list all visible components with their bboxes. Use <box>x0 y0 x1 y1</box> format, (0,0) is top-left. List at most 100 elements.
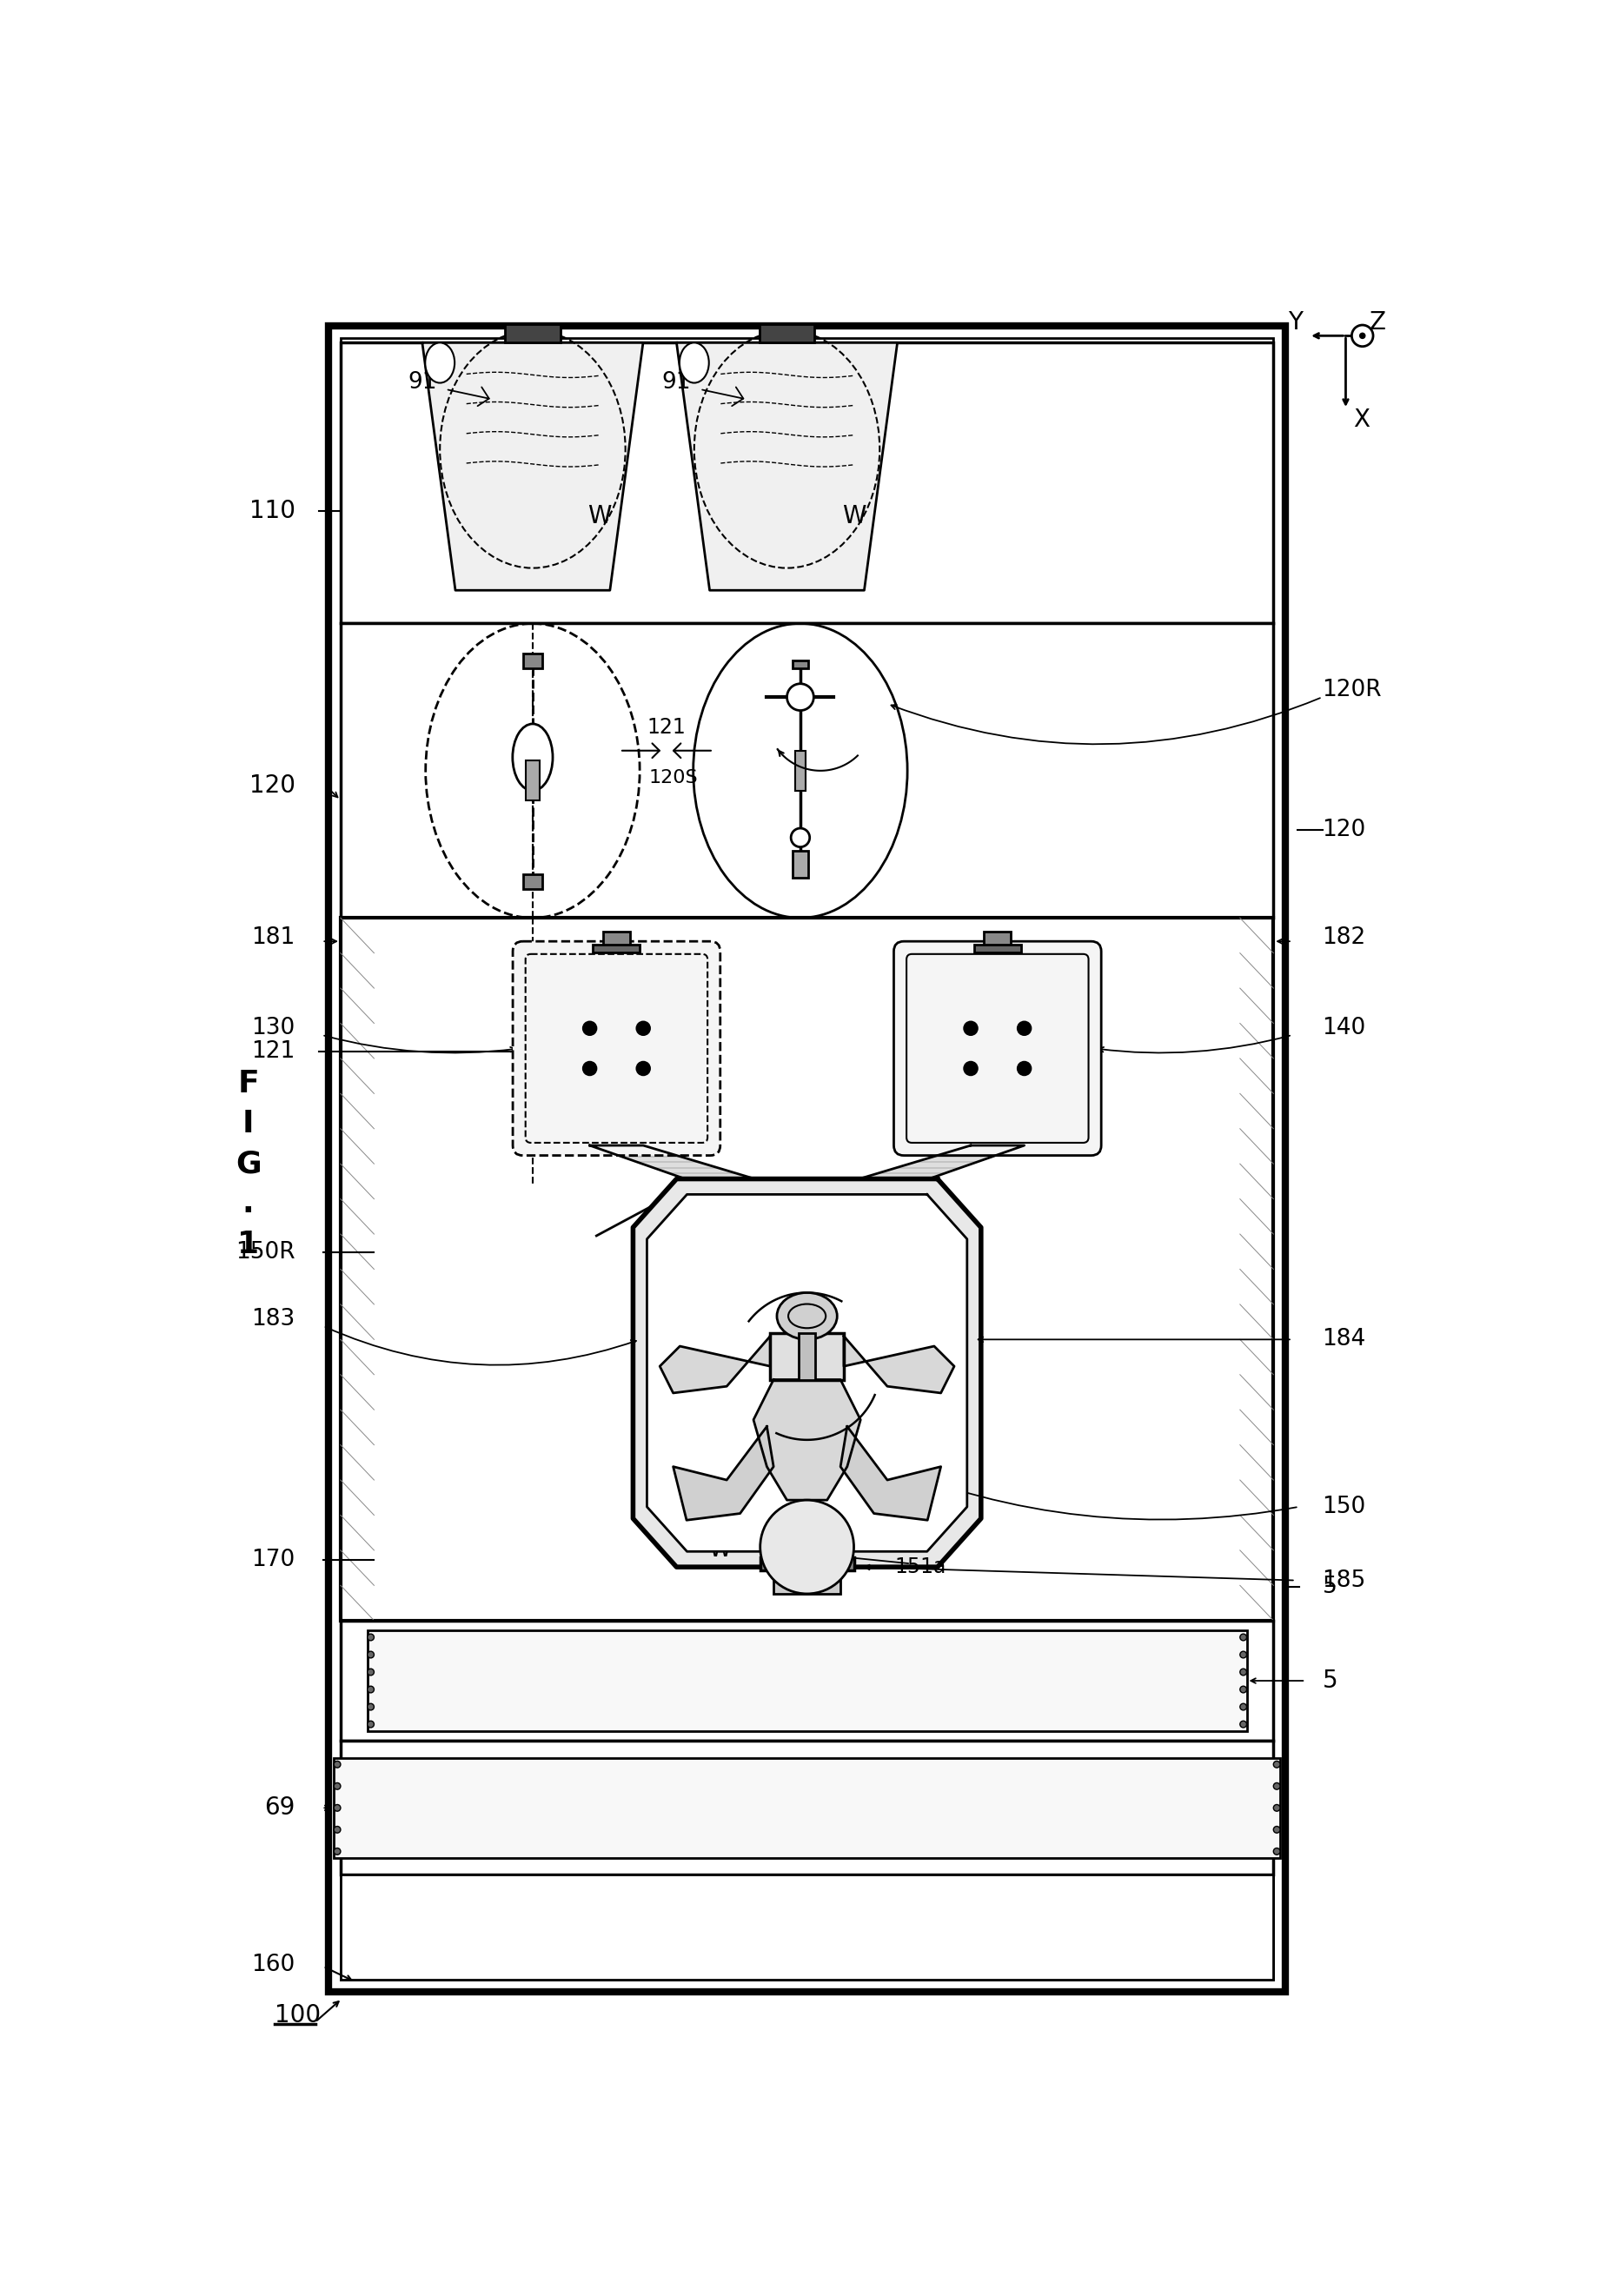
Ellipse shape <box>777 1293 837 1339</box>
Circle shape <box>334 1805 340 1812</box>
Text: 140: 140 <box>1322 1017 1367 1040</box>
Bar <box>524 875 543 889</box>
Text: 185: 185 <box>1322 1568 1367 1591</box>
Circle shape <box>1274 1805 1280 1812</box>
Circle shape <box>787 684 814 709</box>
Text: 91: 91 <box>408 372 437 395</box>
Text: 1: 1 <box>238 1228 259 1258</box>
Bar <box>774 1570 840 1593</box>
Circle shape <box>368 1704 374 1711</box>
Text: 69: 69 <box>265 1795 296 1821</box>
Circle shape <box>1240 1685 1246 1692</box>
Text: 120R: 120R <box>1322 680 1381 703</box>
Bar <box>340 1621 1274 1740</box>
Bar <box>593 944 639 953</box>
Text: 160: 160 <box>252 1954 296 1977</box>
Text: 110: 110 <box>249 498 296 523</box>
Polygon shape <box>660 1336 771 1394</box>
Circle shape <box>1018 1022 1031 1035</box>
FancyBboxPatch shape <box>895 941 1102 1155</box>
Circle shape <box>964 1061 978 1075</box>
Circle shape <box>368 1722 374 1727</box>
Bar <box>524 654 543 668</box>
Circle shape <box>1274 1848 1280 1855</box>
Circle shape <box>1240 1651 1246 1658</box>
Polygon shape <box>859 1146 1025 1178</box>
Circle shape <box>964 1022 978 1035</box>
Circle shape <box>583 1022 596 1035</box>
Bar <box>771 1332 843 1380</box>
Text: 184: 184 <box>1322 1327 1367 1350</box>
Circle shape <box>334 1825 340 1832</box>
Bar <box>795 751 806 790</box>
Circle shape <box>760 1499 854 1593</box>
Circle shape <box>1240 1722 1246 1727</box>
Text: 121: 121 <box>647 716 686 737</box>
FancyBboxPatch shape <box>512 941 719 1155</box>
Polygon shape <box>753 1380 861 1499</box>
Text: W: W <box>708 1538 731 1561</box>
Text: 151a: 151a <box>895 1557 946 1577</box>
Polygon shape <box>673 1426 774 1520</box>
Bar <box>340 625 1274 918</box>
Ellipse shape <box>679 342 708 383</box>
Text: F: F <box>238 1068 259 1097</box>
Circle shape <box>583 1061 596 1075</box>
Polygon shape <box>422 342 642 590</box>
Bar <box>792 661 808 668</box>
Polygon shape <box>840 1426 941 1520</box>
Bar <box>760 324 814 342</box>
Text: G: G <box>236 1148 262 1178</box>
Bar <box>368 1630 1246 1731</box>
Text: 170: 170 <box>252 1550 296 1570</box>
Ellipse shape <box>512 723 552 790</box>
Polygon shape <box>676 342 898 590</box>
Text: 121: 121 <box>252 1040 296 1063</box>
Circle shape <box>1018 1061 1031 1075</box>
Circle shape <box>334 1761 340 1768</box>
Circle shape <box>334 1782 340 1789</box>
Circle shape <box>1274 1761 1280 1768</box>
Circle shape <box>1274 1782 1280 1789</box>
Bar <box>340 918 1274 1621</box>
Text: 183: 183 <box>252 1309 296 1332</box>
Polygon shape <box>633 1178 981 1566</box>
Text: 120: 120 <box>249 774 296 797</box>
Bar <box>329 326 1285 1993</box>
Text: 120S: 120S <box>649 769 697 785</box>
Circle shape <box>334 1848 340 1855</box>
Circle shape <box>792 829 809 847</box>
Bar <box>984 932 1010 951</box>
Circle shape <box>368 1669 374 1676</box>
Ellipse shape <box>426 342 454 383</box>
Text: W: W <box>588 505 612 528</box>
Text: 5: 5 <box>1322 1575 1336 1598</box>
Bar <box>340 342 1274 625</box>
Circle shape <box>368 1635 374 1642</box>
Text: Z: Z <box>1370 310 1386 335</box>
Bar <box>340 1876 1274 1979</box>
Polygon shape <box>647 1194 967 1552</box>
Text: 100: 100 <box>275 2002 321 2027</box>
Circle shape <box>368 1651 374 1658</box>
Text: Y: Y <box>1288 310 1302 335</box>
Text: 91: 91 <box>662 372 691 395</box>
Circle shape <box>1240 1635 1246 1642</box>
Bar <box>527 760 540 801</box>
Circle shape <box>368 1685 374 1692</box>
Circle shape <box>1360 333 1365 338</box>
Circle shape <box>636 1022 650 1035</box>
Bar <box>504 324 560 342</box>
Bar <box>604 932 630 951</box>
Polygon shape <box>843 1336 954 1394</box>
Bar <box>334 1759 1280 1857</box>
Text: .: . <box>243 1189 254 1219</box>
Text: I: I <box>243 1109 254 1139</box>
Circle shape <box>1240 1704 1246 1711</box>
Circle shape <box>636 1061 650 1075</box>
Bar <box>760 1557 854 1570</box>
Bar <box>975 944 1021 953</box>
Text: X: X <box>1352 406 1370 432</box>
Text: 5: 5 <box>1322 1669 1338 1692</box>
Circle shape <box>1274 1825 1280 1832</box>
